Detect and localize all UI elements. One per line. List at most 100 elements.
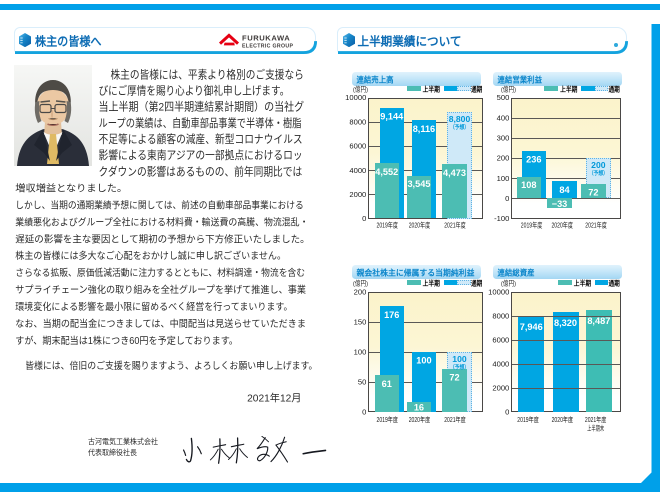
svg-text:すが、期末配当は1株につき60円を予定しております。: すが、期末配当は1株につき60円を予定しております。 bbox=[15, 334, 238, 347]
svg-text:上半期: 上半期 bbox=[560, 84, 577, 93]
svg-text:100: 100 bbox=[354, 348, 367, 357]
svg-text:びにご厚情を賜り心より御礼申し上げます。: びにご厚情を賜り心より御礼申し上げます。 bbox=[99, 84, 290, 98]
svg-text:8,320: 8,320 bbox=[554, 318, 577, 328]
svg-text:2021年度: 2021年度 bbox=[585, 415, 607, 424]
svg-text:上半期: 上半期 bbox=[423, 278, 440, 287]
svg-text:さらなる拡販、原価低減活動に注力するとともに、材料調達・物流: さらなる拡販、原価低減活動に注力するとともに、材料調達・物流を含む bbox=[15, 266, 305, 279]
svg-text:100: 100 bbox=[452, 354, 467, 364]
svg-text:0: 0 bbox=[362, 408, 366, 417]
svg-text:サプライチェーン強化の取り組みを全社グループを挙げて推進し、: サプライチェーン強化の取り組みを全社グループを挙げて推進し、事業 bbox=[15, 283, 306, 296]
svg-text:100: 100 bbox=[497, 174, 510, 183]
svg-text:2021年度: 2021年度 bbox=[585, 220, 607, 229]
svg-text:0: 0 bbox=[505, 408, 509, 417]
svg-text:連結売上高: 連結売上高 bbox=[357, 74, 394, 84]
svg-text:2019年度: 2019年度 bbox=[376, 415, 398, 424]
svg-text:ループの業績は、自動車部品事業で半導体・樹脂: ループの業績は、自動車部品事業で半導体・樹脂 bbox=[99, 116, 302, 130]
svg-text:なお、当期の配当金につきましては、中間配当は見送らせていただ: なお、当期の配当金につきましては、中間配当は見送らせていただきま bbox=[15, 317, 306, 330]
svg-text:（予想）: （予想） bbox=[450, 363, 469, 371]
svg-text:通期: 通期 bbox=[471, 278, 482, 287]
svg-text:皆様には、倍旧のご支援を賜りますよう、よろしくお願い申し上げ: 皆様には、倍旧のご支援を賜りますよう、よろしくお願い申し上げます。 bbox=[25, 359, 317, 372]
svg-text:不足等による顧客の減産、新型コロナウイルス: 不足等による顧客の減産、新型コロナウイルス bbox=[99, 132, 303, 146]
svg-text:4,473: 4,473 bbox=[443, 168, 466, 178]
svg-text:株主の皆様には、平素より格別のご支援なら: 株主の皆様には、平素より格別のご支援なら bbox=[111, 67, 304, 81]
svg-text:300: 300 bbox=[497, 134, 510, 143]
svg-text:236: 236 bbox=[526, 154, 541, 164]
svg-text:0: 0 bbox=[362, 214, 366, 223]
svg-text:8000: 8000 bbox=[492, 312, 509, 321]
svg-text:200: 200 bbox=[354, 288, 367, 297]
svg-text:当上半期（第2四半期連結累計期間）の当社グ: 当上半期（第2四半期連結累計期間）の当社グ bbox=[99, 100, 305, 114]
svg-text:(億円): (億円) bbox=[501, 85, 516, 94]
svg-text:9,144: 9,144 bbox=[380, 111, 404, 121]
svg-text:2020年度: 2020年度 bbox=[409, 220, 431, 229]
svg-text:しかし、当期の通期業績予想に関しては、前述の自動車部品事業に: しかし、当期の通期業績予想に関しては、前述の自動車部品事業における bbox=[15, 198, 304, 211]
svg-text:ELECTRIC GROUP: ELECTRIC GROUP bbox=[242, 44, 293, 50]
svg-text:10000: 10000 bbox=[488, 288, 509, 297]
svg-text:72: 72 bbox=[449, 372, 459, 382]
svg-text:上半期: 上半期 bbox=[423, 84, 440, 93]
svg-text:−33: −33 bbox=[552, 199, 568, 209]
svg-text:2019年度: 2019年度 bbox=[521, 220, 543, 229]
svg-text:100: 100 bbox=[416, 356, 431, 366]
svg-text:2019年度: 2019年度 bbox=[517, 415, 539, 424]
svg-text:連結総資産: 連結総資産 bbox=[498, 267, 535, 277]
svg-text:遅延の影響を主な要因として期初の予想から下方修正いたしました: 遅延の影響を主な要因として期初の予想から下方修正いたしました。 bbox=[15, 232, 309, 245]
svg-text:連結営業利益: 連結営業利益 bbox=[498, 74, 543, 84]
svg-text:-100: -100 bbox=[494, 214, 509, 223]
svg-text:16: 16 bbox=[414, 403, 424, 413]
svg-text:8,116: 8,116 bbox=[413, 124, 435, 134]
svg-text:(億円): (億円) bbox=[353, 279, 368, 288]
svg-text:7,946: 7,946 bbox=[520, 322, 543, 332]
svg-text:2020年度: 2020年度 bbox=[552, 415, 574, 424]
svg-text:株主の皆様には多大なご心配をおかけし誠に申し訳ございません。: 株主の皆様には多大なご心配をおかけし誠に申し訳ございません。 bbox=[15, 249, 286, 262]
svg-text:（予想）: （予想） bbox=[450, 123, 469, 131]
svg-text:代表取締役社長: 代表取締役社長 bbox=[88, 447, 137, 457]
svg-text:176: 176 bbox=[384, 310, 399, 320]
svg-text:4000: 4000 bbox=[349, 166, 366, 175]
svg-text:400: 400 bbox=[497, 113, 510, 122]
svg-text:3,545: 3,545 bbox=[407, 179, 430, 189]
svg-text:200: 200 bbox=[497, 154, 510, 163]
svg-text:50: 50 bbox=[358, 378, 366, 387]
svg-text:6000: 6000 bbox=[492, 336, 509, 345]
svg-text:(億円): (億円) bbox=[353, 85, 368, 94]
svg-text:61: 61 bbox=[382, 379, 392, 389]
svg-text:通期: 通期 bbox=[609, 84, 620, 93]
svg-text:2020年度: 2020年度 bbox=[551, 220, 573, 229]
svg-text:8,487: 8,487 bbox=[587, 316, 610, 326]
svg-text:2000: 2000 bbox=[492, 384, 509, 393]
svg-text:上半期末: 上半期末 bbox=[587, 424, 604, 433]
svg-text:6000: 6000 bbox=[349, 142, 366, 151]
svg-text:10000: 10000 bbox=[345, 93, 366, 102]
svg-text:72: 72 bbox=[588, 187, 598, 197]
svg-text:2021年12月: 2021年12月 bbox=[247, 392, 301, 405]
svg-text:2021年度: 2021年度 bbox=[444, 415, 466, 424]
svg-text:影響による東南アジアの一部拠点におけるロッ: 影響による東南アジアの一部拠点におけるロッ bbox=[99, 148, 303, 162]
svg-text:2021年度: 2021年度 bbox=[444, 220, 466, 229]
svg-text:200: 200 bbox=[591, 160, 606, 170]
svg-text:2020年度: 2020年度 bbox=[409, 415, 431, 424]
svg-text:環境変化による影響を最小限に留めるべく経営を行ってまいります: 環境変化による影響を最小限に留めるべく経営を行ってまいります。 bbox=[15, 300, 292, 313]
svg-text:通期: 通期 bbox=[471, 84, 482, 93]
svg-text:8000: 8000 bbox=[349, 117, 366, 126]
svg-text:4000: 4000 bbox=[492, 360, 509, 369]
svg-text:親会社株主に帰属する当期純利益: 親会社株主に帰属する当期純利益 bbox=[357, 267, 475, 277]
svg-text:古河電気工業株式会社: 古河電気工業株式会社 bbox=[88, 436, 158, 446]
svg-text:84: 84 bbox=[559, 185, 570, 195]
svg-text:通期: 通期 bbox=[609, 278, 620, 287]
svg-text:2000: 2000 bbox=[349, 190, 366, 199]
svg-text:150: 150 bbox=[354, 318, 367, 327]
svg-text:増収増益となりました。: 増収増益となりました。 bbox=[15, 181, 127, 194]
svg-text:FURUKAWA: FURUKAWA bbox=[242, 34, 290, 43]
svg-text:業績悪化およびグループ全社における材料費・輸送費の高騰、物流: 業績悪化およびグループ全社における材料費・輸送費の高騰、物流混乱・ bbox=[15, 215, 308, 228]
svg-text:2019年度: 2019年度 bbox=[376, 220, 398, 229]
svg-text:（予想）: （予想） bbox=[589, 169, 608, 177]
svg-text:0: 0 bbox=[505, 194, 509, 203]
svg-text:株主の皆様へ: 株主の皆様へ bbox=[35, 34, 102, 49]
svg-text:8,800: 8,800 bbox=[449, 114, 471, 124]
svg-text:(億円): (億円) bbox=[501, 279, 516, 288]
svg-text:上半期: 上半期 bbox=[574, 278, 591, 287]
svg-text:500: 500 bbox=[497, 93, 510, 102]
svg-text:4,552: 4,552 bbox=[375, 167, 398, 177]
svg-text:上半期業績について: 上半期業績について bbox=[358, 34, 462, 49]
